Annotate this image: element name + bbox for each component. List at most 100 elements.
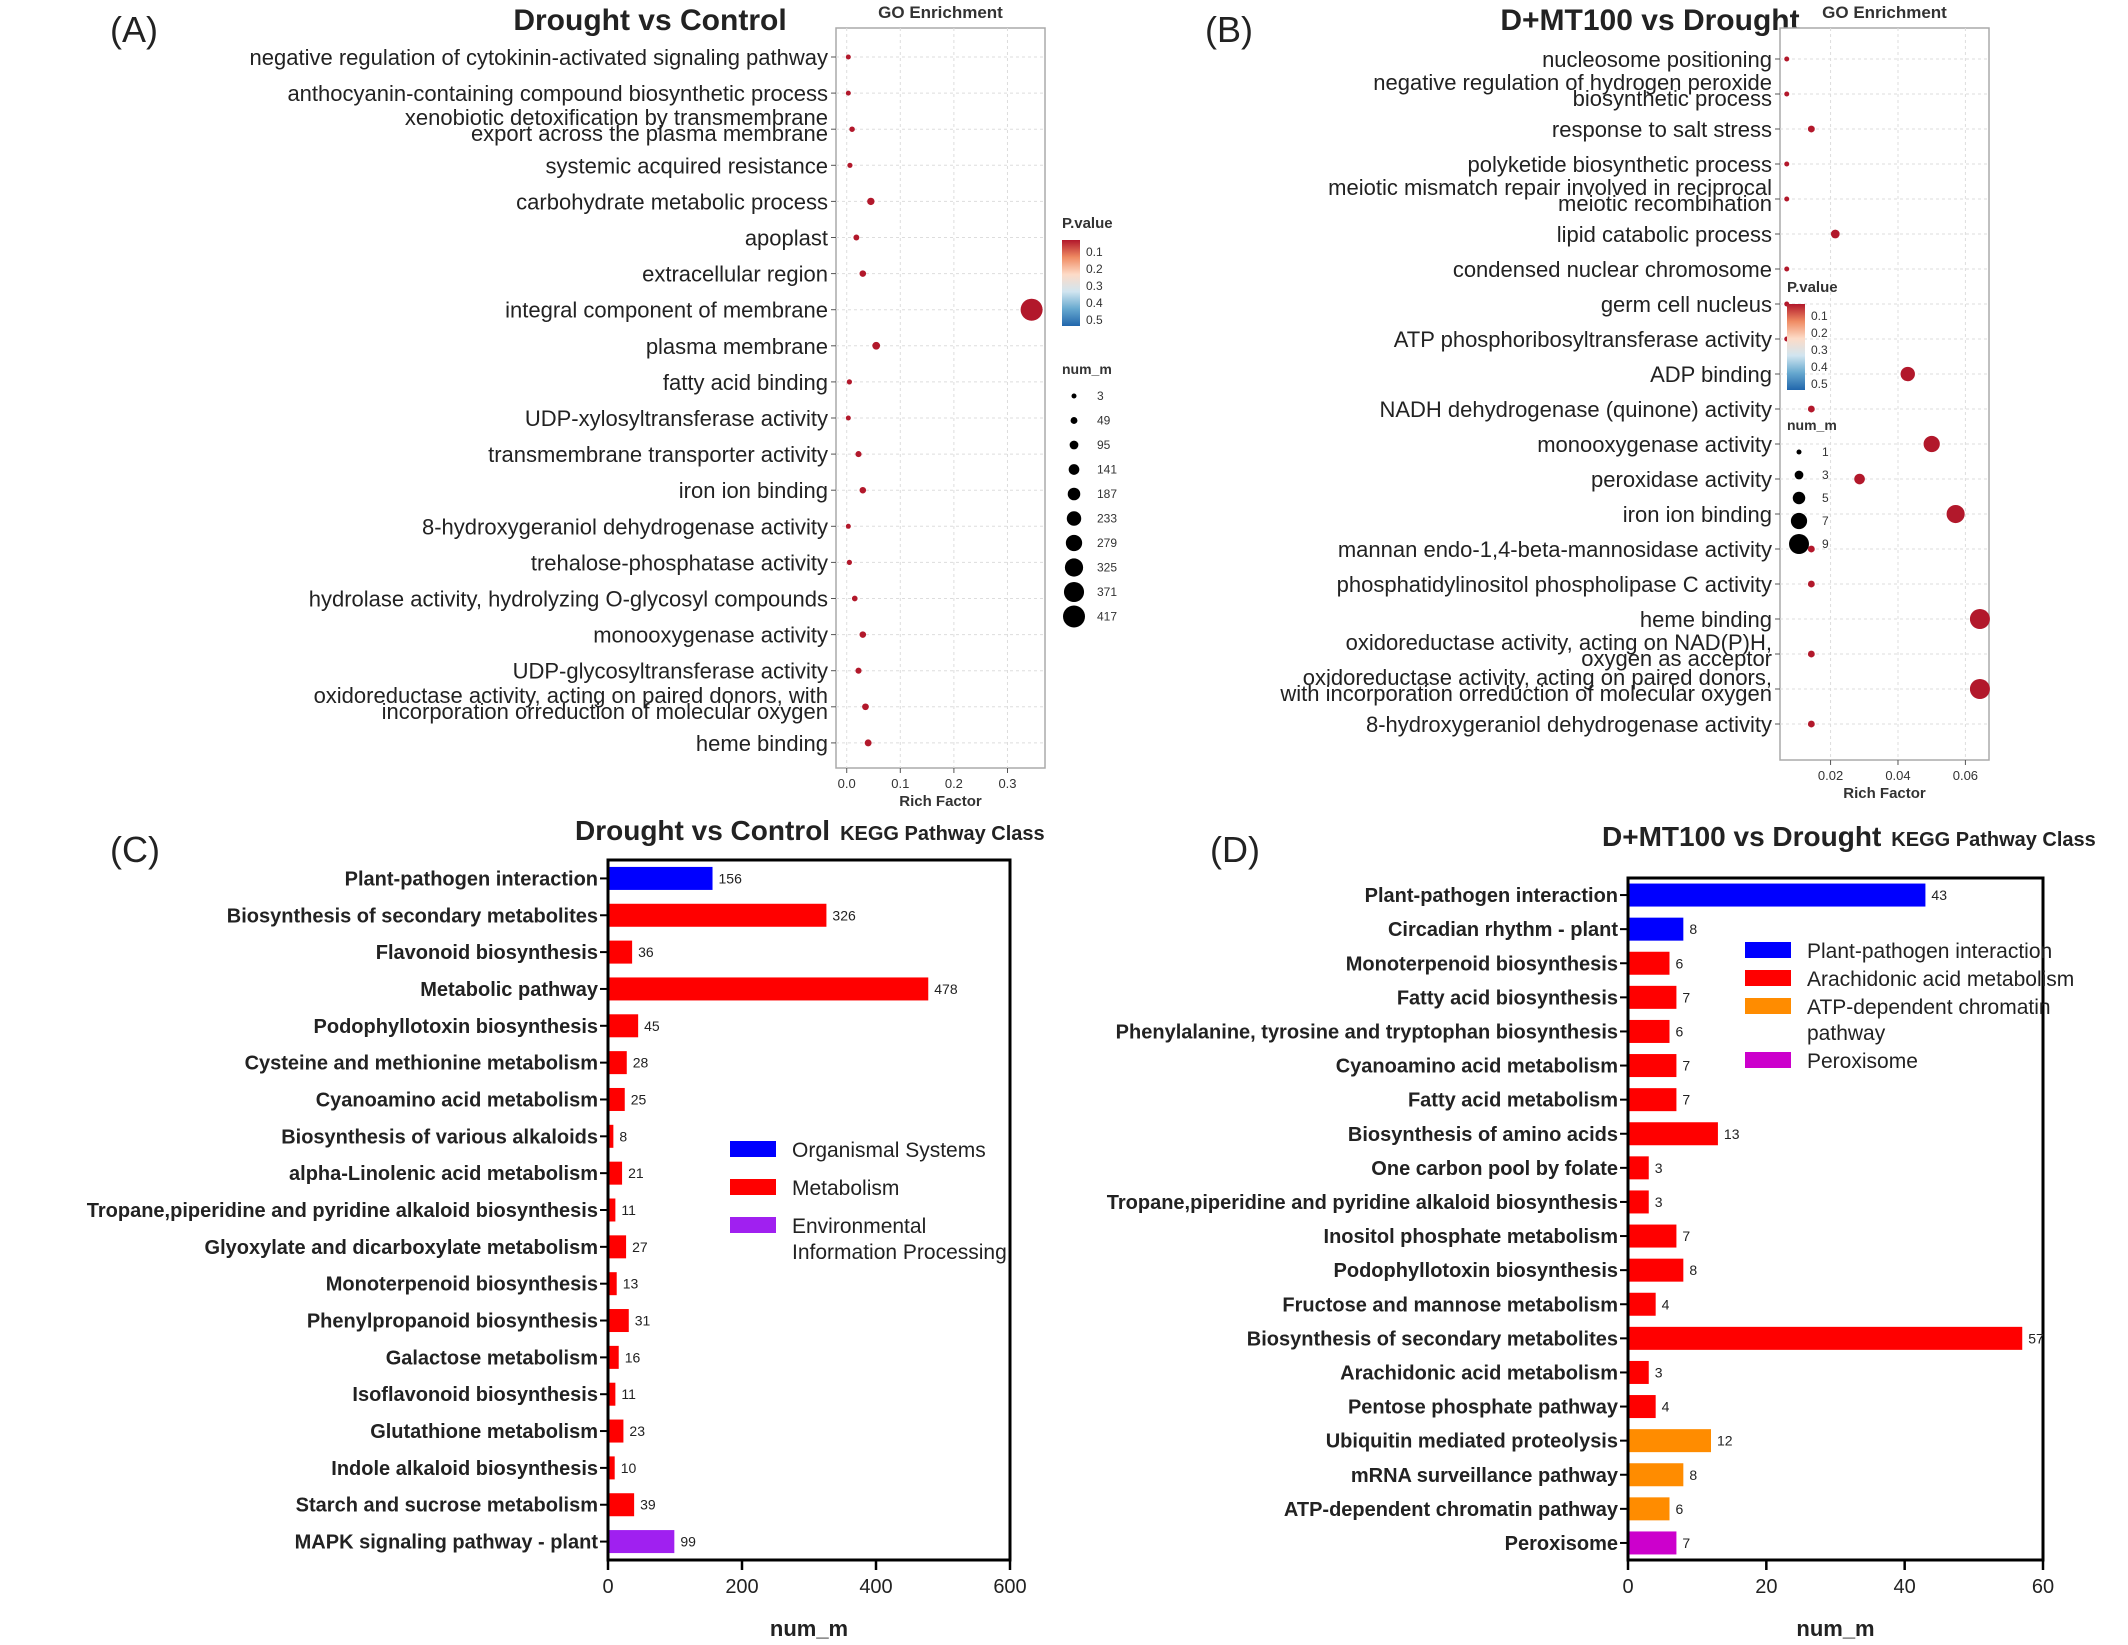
legend-label: ATP-dependent chromatin <box>1807 996 2051 1019</box>
bar <box>1629 1122 1718 1146</box>
category-label-line2: with incorporation orreduction of molecu… <box>1279 681 1772 706</box>
x-tick-label: 0 <box>602 1576 613 1598</box>
pvalue-colorbar <box>1787 304 1805 390</box>
bar <box>1629 883 1926 907</box>
size-legend-dot <box>1071 393 1077 399</box>
bar <box>609 1382 616 1406</box>
bar-value-label: 8 <box>1689 921 1697 937</box>
plot-frame <box>1626 876 2045 1562</box>
category-label: fatty acid binding <box>663 370 828 395</box>
legend-label: pathway <box>1807 1022 1886 1045</box>
bar <box>609 1198 616 1222</box>
category-label: plasma membrane <box>646 334 828 359</box>
data-point <box>1923 435 1940 453</box>
chart-title: GO Enrichment <box>1822 3 1947 22</box>
pvalue-tick-label: 0.5 <box>1086 313 1103 327</box>
bar-value-label: 7 <box>1682 1535 1690 1551</box>
bar <box>609 1345 619 1369</box>
x-tick-label: 0.04 <box>1885 768 1910 783</box>
category-label: polyketide biosynthetic process <box>1468 152 1773 177</box>
bar-value-label: 7 <box>1682 989 1690 1005</box>
bar <box>1629 1054 1677 1078</box>
bar <box>609 1014 639 1038</box>
category-label: carbohydrate metabolic process <box>516 189 828 214</box>
category-label: Ubiquitin mediated proteolysis <box>1326 1431 1618 1453</box>
size-legend-label: 3 <box>1097 389 1104 403</box>
bar <box>609 866 713 890</box>
x-tick-label: 0.3 <box>998 776 1016 791</box>
pvalue-tick-label: 0.1 <box>1811 309 1828 323</box>
bar <box>609 1419 624 1443</box>
category-label: Biosynthesis of secondary metabolites <box>1247 1328 1618 1350</box>
data-point <box>872 341 881 350</box>
x-tick-label: 0.2 <box>945 776 963 791</box>
category-label: Tropane,piperidine and pyridine alkaloid… <box>1107 1192 1618 1214</box>
category-label: ADP binding <box>1650 362 1772 387</box>
bar-value-label: 57 <box>2028 1330 2044 1346</box>
size-legend-label: 3 <box>1822 468 1829 482</box>
category-label: Biosynthesis of various alkaloids <box>281 1126 598 1148</box>
data-point <box>845 54 851 60</box>
bar <box>609 1161 623 1185</box>
bar-value-label: 39 <box>640 1497 656 1513</box>
panel-a-title: Drought vs Control <box>513 4 786 37</box>
bar <box>1629 1326 2023 1350</box>
data-point <box>859 631 867 638</box>
legend-label: Plant-pathogen interaction <box>1807 940 2052 963</box>
category-label: Monoterpenoid biosynthesis <box>1346 953 1618 975</box>
bar-value-label: 156 <box>719 870 743 886</box>
bar <box>1629 1224 1677 1248</box>
category-label: MAPK signaling pathway - plant <box>295 1532 599 1554</box>
category-label-line1: negative regulation of hydrogen peroxide <box>1373 70 1772 95</box>
bar <box>1629 917 1684 941</box>
go-enrichment-chart-a: 0.0 0.1 0.2 0.3 negative regulation of cytok… <box>250 3 1118 810</box>
pvalue-tick-label: 0.4 <box>1811 360 1828 374</box>
bar-value-label: 7 <box>1682 1228 1690 1244</box>
data-point <box>851 595 858 602</box>
legend-swatch <box>1745 998 1791 1014</box>
category-label: Glutathione metabolism <box>370 1421 598 1443</box>
panel-c-title: Drought vs Control KEGG Pathway Class <box>575 815 1045 846</box>
bar-value-label: 43 <box>1931 887 1947 903</box>
category-label: Inositol phosphate metabolism <box>1324 1226 1618 1248</box>
category-label: systemic acquired resistance <box>546 153 828 178</box>
data-point <box>1807 405 1815 413</box>
bar <box>1629 1463 1684 1487</box>
category-label: extracellular region <box>642 262 828 287</box>
category-label: Cyanoamino acid metabolism <box>316 1089 598 1111</box>
data-point <box>1900 366 1915 382</box>
bar <box>609 1051 627 1075</box>
category-label: mannan endo-1,4-beta-mannosidase activit… <box>1338 537 1772 562</box>
bar <box>1629 1088 1677 1112</box>
pvalue-legend-title: P.value <box>1062 215 1113 232</box>
category-label: germ cell nucleus <box>1601 292 1772 317</box>
bar <box>1629 1258 1684 1282</box>
bar-value-label: 45 <box>644 1018 660 1034</box>
category-label-line2: export across the plasma membrane <box>471 121 828 146</box>
size-legend-label: 233 <box>1097 512 1117 526</box>
size-legend-dot <box>1067 487 1081 501</box>
x-tick-label: 600 <box>993 1576 1026 1598</box>
category-label: negative regulation of cytokinin-activat… <box>250 45 828 70</box>
category-label-line2: incorporation orreduction of molecular o… <box>382 699 828 724</box>
x-tick-label: 20 <box>1755 1576 1777 1598</box>
bar <box>609 1235 627 1259</box>
category-label: Peroxisome <box>1505 1533 1618 1555</box>
size-legend-label: 279 <box>1097 536 1117 550</box>
category-label: Fructose and mannose metabolism <box>1282 1294 1618 1316</box>
category-label: Podophyllotoxin biosynthesis <box>1334 1260 1618 1282</box>
category-label-line1: xenobiotic detoxification by transmembra… <box>405 105 828 130</box>
bar-value-label: 8 <box>1689 1467 1697 1483</box>
bar <box>609 940 633 964</box>
size-legend-title: num_m <box>1062 361 1112 377</box>
size-legend-title: num_m <box>1787 417 1837 433</box>
bar-value-label: 36 <box>638 944 654 960</box>
bar-value-label: 11 <box>621 1202 636 1218</box>
data-point <box>846 379 853 385</box>
size-legend-dot <box>1063 605 1085 628</box>
bar <box>1629 1292 1656 1316</box>
data-point <box>1946 504 1965 524</box>
plot-area <box>835 27 1046 769</box>
category-label-line1: oxidoreductase activity, acting on NAD(P… <box>1346 630 1772 655</box>
bar-value-label: 16 <box>625 1349 641 1365</box>
